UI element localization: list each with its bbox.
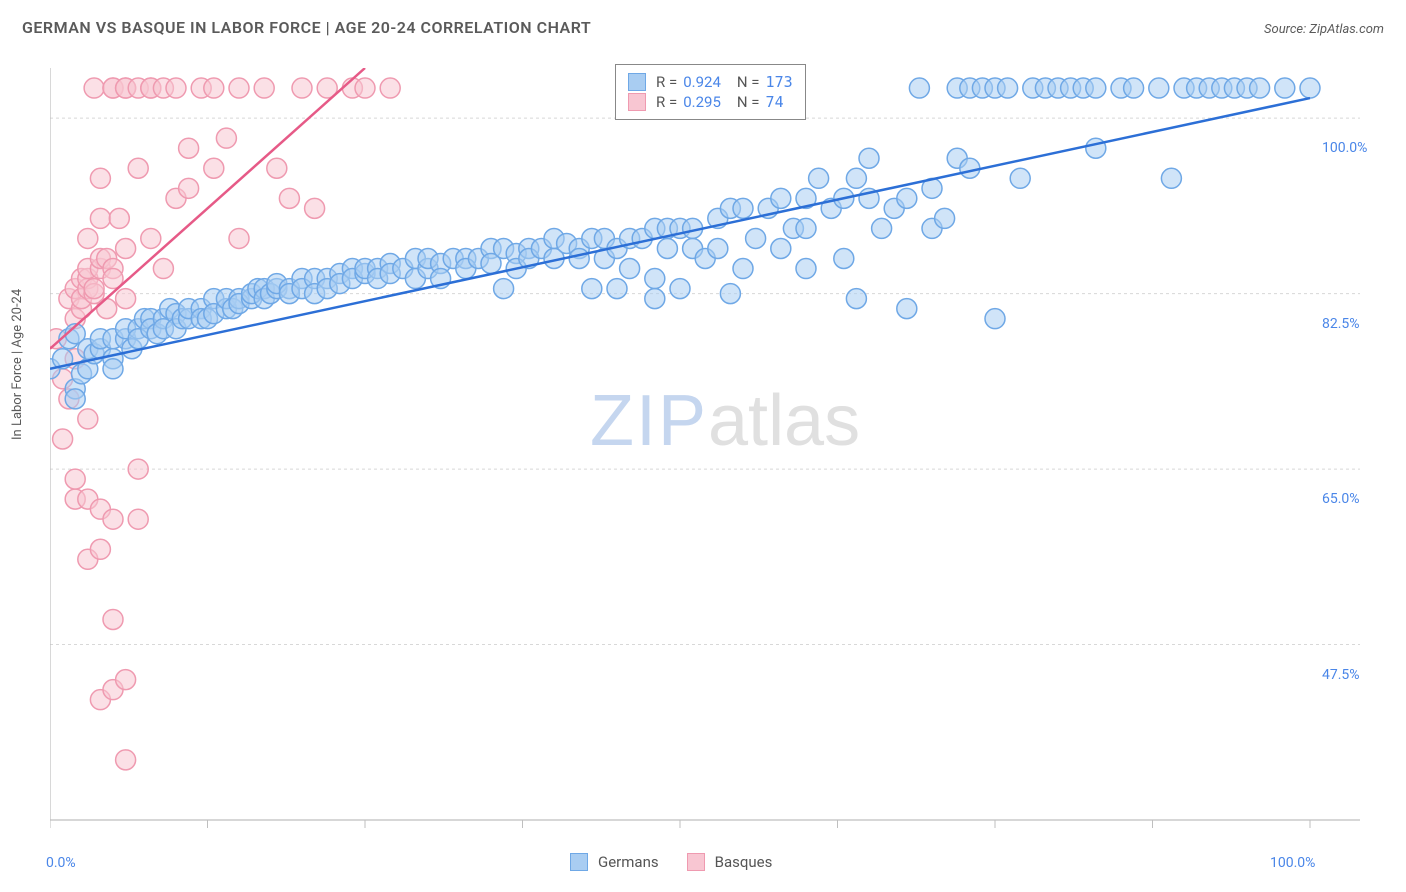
stats-legend: R = 0.924 N = 173 R = 0.295 N = 74 [615,64,806,120]
scatter-plot: ZIPatlas R =0.924N =173R =0.295N = 74 47… [50,60,1370,830]
legend-swatch [628,73,646,91]
r-label: R = [656,73,677,91]
n-label: N = [737,73,760,91]
y-axis-label: In Labor Force | Age 20-24 [10,289,25,440]
n-value: 173 [766,73,793,91]
n-value: 74 [766,93,784,111]
legend-label: Germans [598,853,659,871]
r-value: 0.924 [683,73,721,91]
x-tick-label: 100.0% [1270,855,1315,871]
y-tick-label: 65.0% [1322,491,1360,507]
legend-label: Basques [715,853,773,871]
y-tick-label: 100.0% [1322,140,1367,156]
legend-swatch [628,93,646,111]
series-legend: Germans Basques [570,853,790,871]
legend-swatch [687,853,705,871]
source-attribution: Source: ZipAtlas.com [1264,22,1384,37]
r-label: R = [656,93,677,111]
y-tick-label: 82.5% [1322,316,1360,332]
chart-svg [50,60,1370,830]
x-tick-label: 0.0% [46,855,76,871]
r-value: 0.295 [683,93,721,111]
stats-legend-row: R = 0.924 N = 173 [628,73,793,91]
stats-legend-row: R = 0.295 N = 74 [628,93,793,111]
y-tick-label: 47.5% [1322,667,1360,683]
n-label: N = [737,93,760,111]
chart-title: GERMAN VS BASQUE IN LABOR FORCE | AGE 20… [22,18,591,37]
legend-swatch [570,853,588,871]
